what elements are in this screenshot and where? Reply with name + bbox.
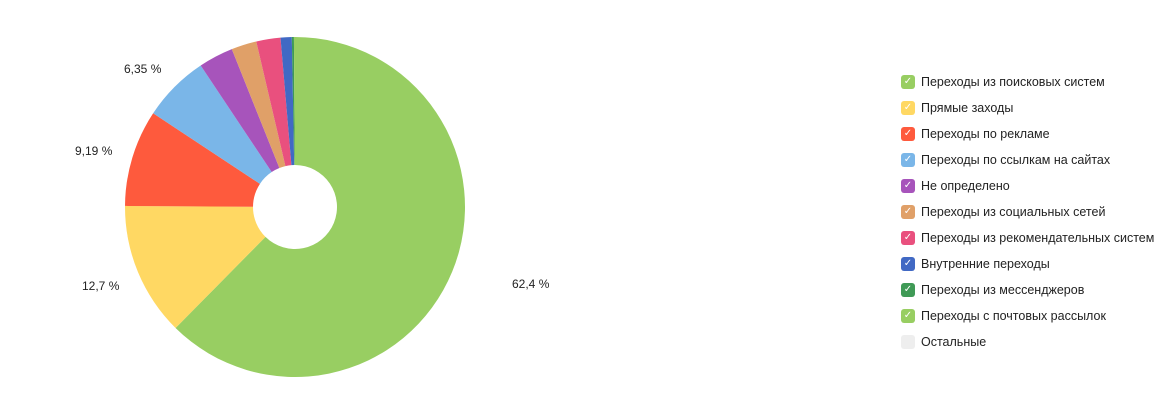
slice-label: 12,7 % [82,279,120,293]
legend-label: Переходы по рекламе [921,127,1050,141]
pie-slice[interactable] [175,37,465,377]
legend-label: Переходы из социальных сетей [921,205,1106,219]
pie-slice[interactable] [291,37,295,166]
checkbox-check-icon[interactable]: ✓ [901,127,915,141]
legend-item[interactable]: Остальные [901,329,1154,355]
checkbox-check-icon[interactable] [901,335,915,349]
legend-item[interactable]: ✓ Переходы из социальных сетей [901,199,1154,225]
legend-label: Переходы по ссылкам на сайтах [921,153,1111,167]
legend-label: Не определено [921,179,1010,193]
pie-slice[interactable] [256,37,292,167]
pie-slice[interactable] [125,205,266,328]
checkbox-check-icon[interactable]: ✓ [901,153,915,167]
legend-label: Переходы из мессенджеров [921,283,1085,297]
legend-label: Переходы с почтовых рассылок [921,309,1106,323]
checkbox-check-icon[interactable]: ✓ [901,205,915,219]
checkbox-check-icon[interactable]: ✓ [901,231,915,245]
checkbox-check-icon[interactable]: ✓ [901,101,915,115]
legend-item[interactable]: ✓ Внутренние переходы [901,251,1154,277]
legend-item[interactable]: ✓ Переходы из мессенджеров [901,277,1154,303]
legend-label: Внутренние переходы [921,257,1050,271]
checkbox-check-icon[interactable]: ✓ [901,283,915,297]
legend-item[interactable]: ✓ Прямые заходы [901,95,1154,121]
checkbox-check-icon[interactable]: ✓ [901,179,915,193]
legend-item[interactable]: ✓ Не определено [901,173,1154,199]
legend-item[interactable]: ✓ Переходы с почтовых рассылок [901,303,1154,329]
pie-slice[interactable] [280,37,295,166]
slice-label: 62,4 % [512,277,550,291]
legend-item[interactable]: ✓ Переходы из рекомендательных систем [901,225,1154,251]
legend-label: Прямые заходы [921,101,1014,115]
slice-label: 6,35 % [124,62,162,76]
pie-slice[interactable] [231,41,286,169]
legend-label: Переходы из рекомендательных систем [921,231,1155,245]
legend: ✓ Переходы из поисковых систем ✓ Прямые зах… [901,69,1154,355]
pie-slice[interactable] [153,65,272,184]
pie-slice[interactable] [200,49,280,173]
legend-item[interactable]: ✓ Переходы из поисковых систем [901,69,1154,95]
checkbox-check-icon[interactable]: ✓ [901,75,915,89]
legend-label: Переходы из поисковых систем [921,75,1105,89]
pie-slice[interactable] [125,113,260,207]
checkbox-check-icon[interactable]: ✓ [901,309,915,323]
slice-label: 9,19 % [75,144,113,158]
legend-item[interactable]: ✓ Переходы по рекламе [901,121,1154,147]
pie-slice[interactable] [293,37,295,166]
legend-item[interactable]: ✓ Переходы по ссылкам на сайтах [901,147,1154,173]
checkbox-check-icon[interactable]: ✓ [901,257,915,271]
legend-label: Остальные [921,335,987,349]
